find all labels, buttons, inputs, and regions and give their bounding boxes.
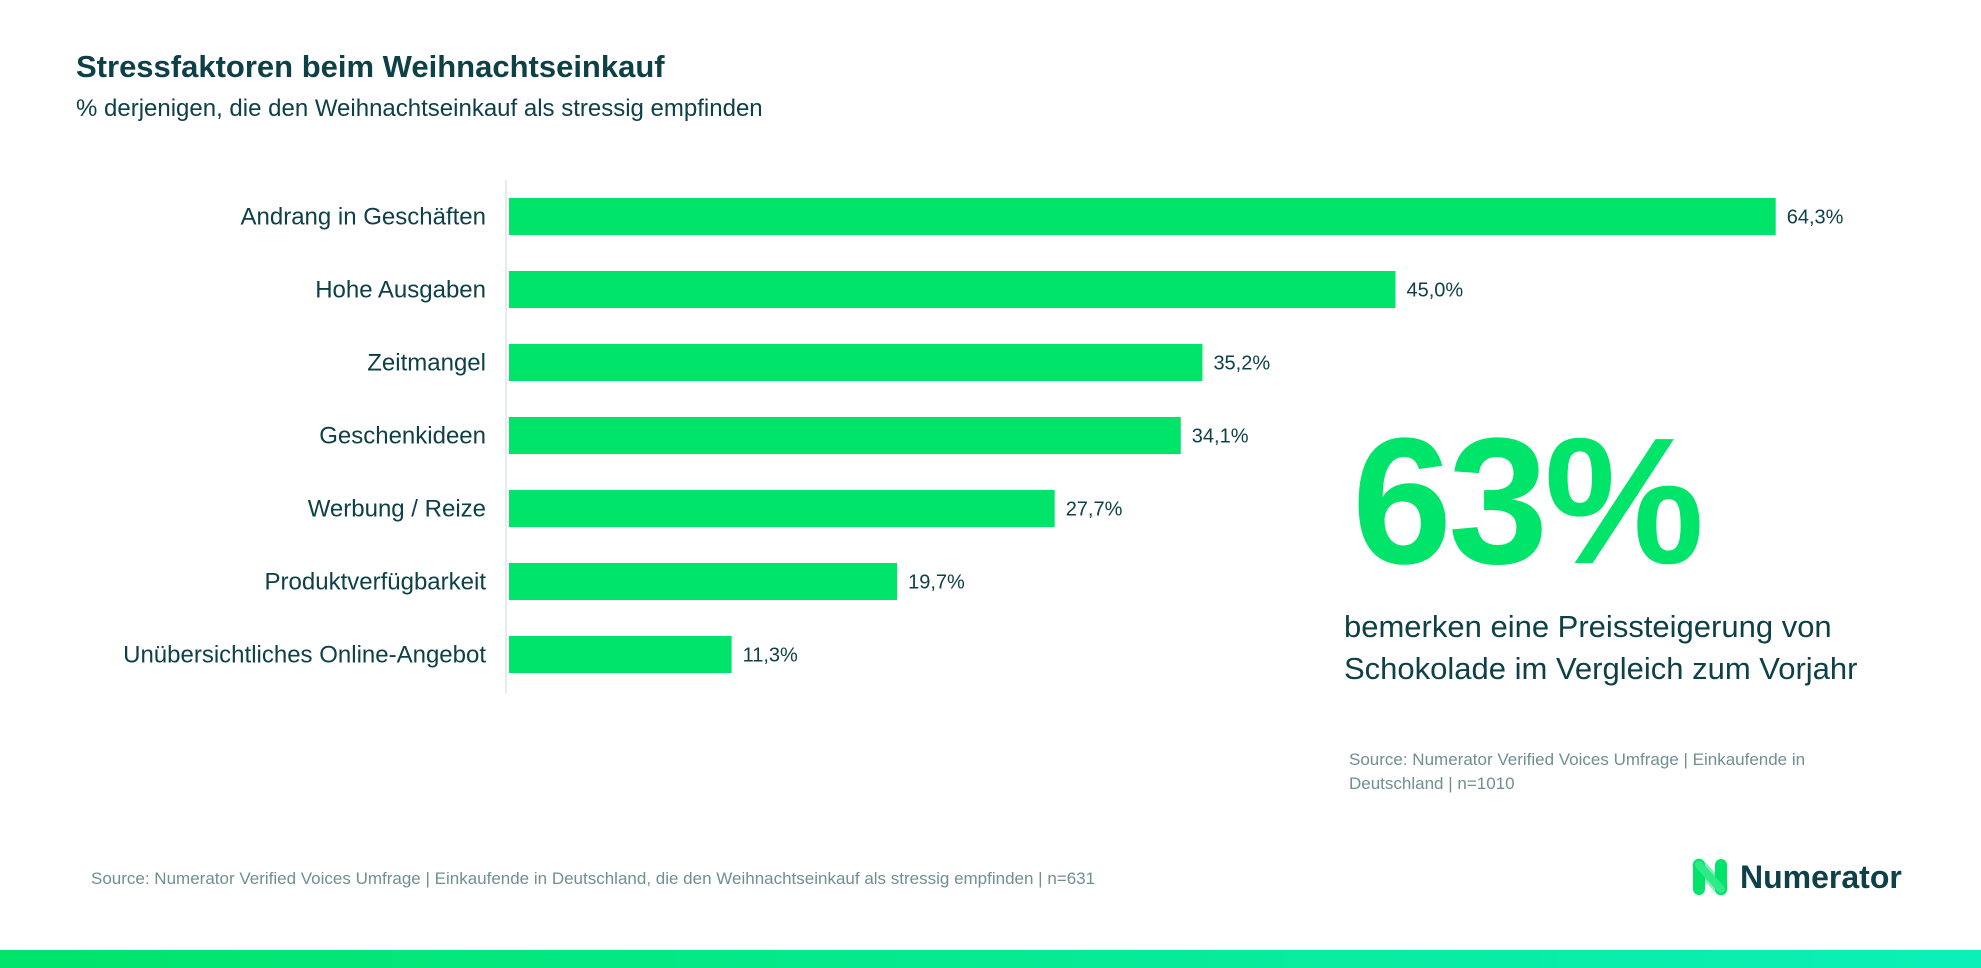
bottom-accent-bar [0, 950, 1981, 968]
category-label: Zeitmangel [367, 350, 486, 377]
chart-title: Stressfaktoren beim Weihnachtseinkauf [76, 49, 665, 84]
bar [509, 636, 732, 673]
value-label: 19,7% [908, 572, 965, 594]
bar [509, 271, 1396, 308]
callout-source: Source: Numerator Verified Voices Umfrag… [1349, 750, 1806, 793]
category-label: Unübersichtliches Online-Angebot [123, 642, 486, 669]
value-label: 11,3% [743, 645, 798, 667]
category-label: Andrang in Geschäften [241, 204, 487, 231]
numerator-logo: Numerator [1692, 858, 1902, 896]
value-label: 64,3% [1787, 207, 1844, 229]
value-label: 27,7% [1066, 499, 1123, 521]
bar [509, 417, 1181, 454]
footer-source: Source: Numerator Verified Voices Umfrag… [91, 869, 1096, 888]
callout-big-number: 63% [1352, 401, 1704, 602]
value-label: 35,2% [1213, 353, 1270, 375]
category-label: Geschenkideen [319, 423, 486, 450]
bar [509, 344, 1203, 381]
value-label: 34,1% [1192, 426, 1249, 448]
category-label: Produktverfügbarkeit [265, 569, 487, 596]
category-label: Werbung / Reize [308, 496, 486, 523]
bar [509, 490, 1055, 527]
logo-text: Numerator [1740, 858, 1902, 895]
numerator-logo-icon [1692, 858, 1728, 896]
bar [509, 563, 898, 600]
bar [509, 198, 1776, 235]
chart-subtitle: % derjenigen, die den Weihnachtseinkauf … [76, 95, 763, 122]
value-label: 45,0% [1407, 280, 1464, 302]
callout-text: bemerken eine Preissteigerung von Schoko… [1344, 609, 1858, 686]
category-label: Hohe Ausgaben [315, 277, 486, 304]
